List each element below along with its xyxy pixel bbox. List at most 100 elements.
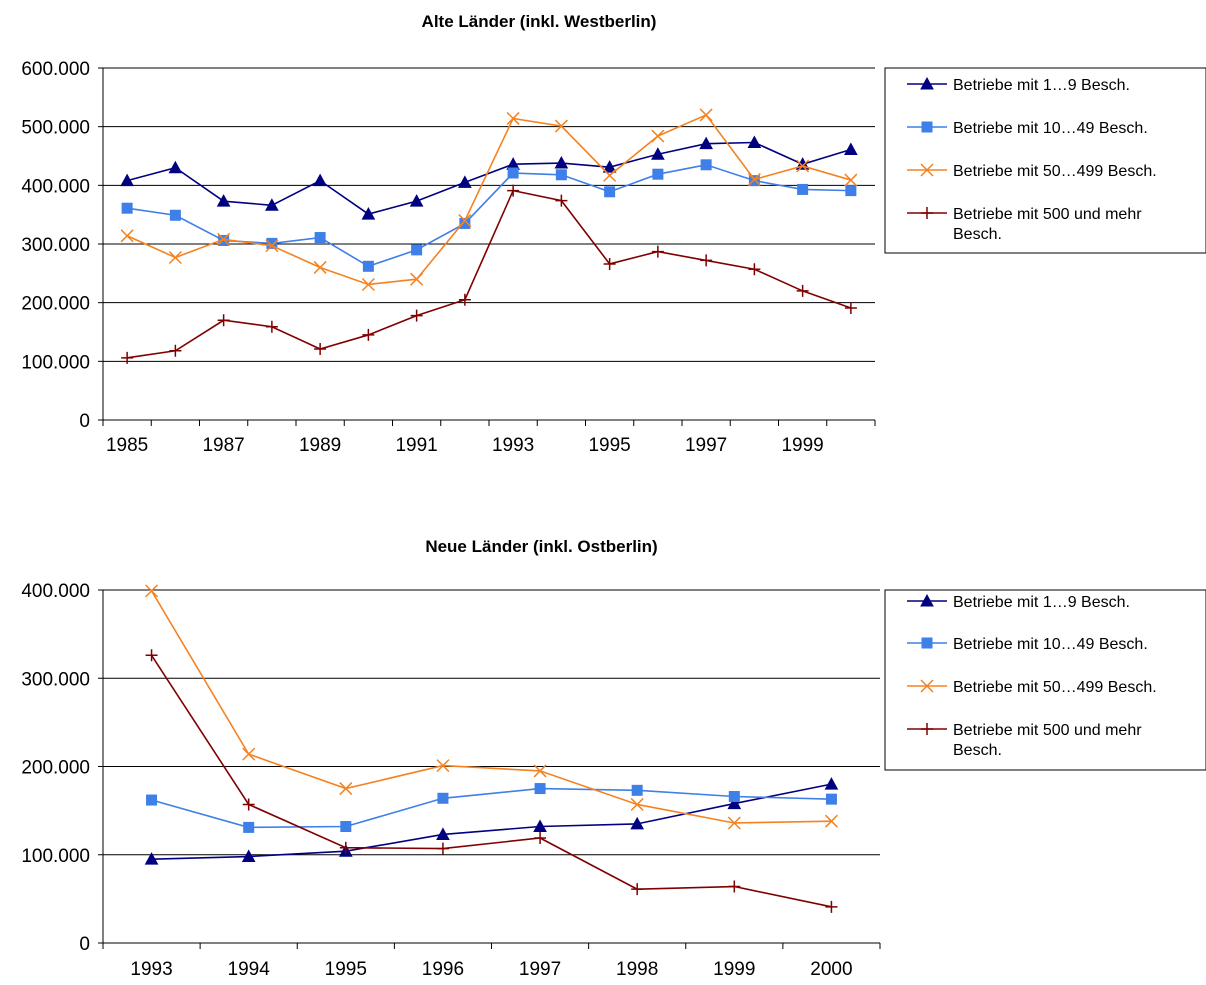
chart-2-data-point [825,900,838,913]
chart-1-data-point [169,209,181,221]
chart-1-data-point [265,239,279,253]
chart-1-data-point [362,260,374,272]
chart-1-data-point [700,254,713,267]
chart-2-series-line [151,783,832,860]
chart-1-series-line [127,163,851,268]
chart-2-y-tick-label: 0 [79,934,90,955]
chart-2-data-point [436,759,450,773]
chart-2-legend-label: Betriebe mit 1…9 Besch. [953,594,1130,611]
chart-1-data-point [652,168,664,180]
chart-2-data-point [630,816,645,830]
chart-1-legend-item: Betriebe mit 500 und mehr Besch. [907,206,1142,243]
chart-2-legend-marker [920,679,934,693]
chart-1-data-point [844,142,858,156]
chart-2-data-point [243,821,255,833]
chart-2-data-point [242,747,256,761]
chart-1-data-point [554,119,568,133]
chart-1-data-point [411,244,423,256]
chart-1-data-point [651,147,665,160]
chart-2-legend-item: Betriebe mit 50…499 Besch. [907,679,1157,696]
chart-2-data-point [728,880,741,893]
chart-2-data-point [728,791,740,803]
chart-1-data-point [410,309,423,322]
chart-2-legend-marker [920,593,934,607]
chart-1-data-point [409,194,424,207]
chart-2-y-tick-label: 200.000 [21,758,90,779]
chart-1-x-tick-label: 1991 [395,435,437,456]
chart-2-data-point [825,793,837,805]
chart-1-data-point [265,320,278,333]
chart-2-legend-marker [921,723,933,735]
chart-1-legend: Betriebe mit 1…9 Besch. Betriebe mit 10…4… [884,67,1206,254]
chart-2-x-tick-label: 1998 [616,959,658,980]
chart-1-data-point [796,284,809,297]
chart-2-data-point [145,584,159,598]
chart-2-x-tick-label: 1995 [325,959,367,980]
chart-1-legend-label: Betriebe mit 50…499 Besch. [953,163,1157,180]
chart-2-data-point [630,797,644,811]
chart-2-data-point [436,827,450,840]
chart-1-series-line [127,189,852,359]
chart-1-data-point [459,217,471,229]
chart-1-data-point [603,168,617,182]
chart-2-data-point [534,783,546,795]
chart-1-legend-marker [920,76,934,90]
chart-2-series-line [151,787,832,829]
chart-1-series-4 [121,184,857,364]
chart-2-data-point [437,792,449,804]
chart-2-data-point [340,821,352,833]
chart-1-x-tick-label: 1985 [106,435,148,456]
chart-1-data-point [217,232,231,246]
chart-2-data-point [534,831,547,844]
chart-1-y-tick-label: 300.000 [21,235,90,256]
chart-1-x-tick-label: 1989 [299,435,341,456]
chart-1-data-point [699,136,713,150]
chart-1-data-point [747,135,762,149]
chart-1-data-point [120,173,134,187]
chart-1-legend-label: Betriebe mit 10…49 Besch. [953,120,1148,137]
chart-2-legend-label: Betriebe mit 10…49 Besch. [953,636,1148,653]
chart-2-data-point [242,798,255,811]
chart-1-data-point [120,229,134,243]
chart-2-x-tick-label: 1993 [130,959,172,980]
chart-2-legend-item: Betriebe mit 1…9 Besch. [907,593,1130,611]
chart-2-legend-label: Betriebe mit 50…499 Besch. [953,679,1157,696]
chart-2-data-point [339,841,352,854]
chart-2-x-tick-label: 1997 [519,959,561,980]
chart-1-data-point [458,214,472,228]
chart-1-legend-item: Betriebe mit 50…499 Besch. [907,163,1157,180]
chart-1-data-point [797,183,809,195]
chart-2-data-point [241,849,256,863]
chart-1-data-point [748,175,760,187]
chart-1-legend-item: Betriebe mit 1…9 Besch. [907,76,1130,94]
chart-2-y-tick-label: 100.000 [21,846,90,867]
chart-1-data-point [699,108,713,122]
chart-1-data-point [314,232,326,244]
chart-1: Alte Länder (inkl. Westberlin) 0 100.000 20… [21,12,1206,456]
chart-1-data-point [602,160,617,173]
chart-2: Neue Länder (inkl. Ostberlin) 0 100.000 200… [21,537,1206,980]
chart-2-series-4 [145,649,838,913]
chart-1-gridlines [103,67,875,362]
chart-1-y-tick-label: 0 [79,411,90,432]
chart-1-data-point [121,351,134,364]
chart-1-series-line [126,141,852,215]
chart-2-x-tick-label: 1996 [422,959,464,980]
chart-2-gridlines [103,589,880,856]
chart-1-data-point [554,155,569,169]
chart-2-data-point [436,842,449,855]
chart-1-data-point [555,169,567,181]
chart-1-x-tick-label: 1999 [781,435,823,456]
chart-2-series-2 [146,783,837,833]
chart-1-y-tick-label: 500.000 [21,118,90,139]
chart-2-data-point [533,764,547,778]
chart-1-data-point [458,293,471,306]
chart-1-data-point [507,167,519,179]
chart-1-data-point [651,129,665,143]
chart-2-data-point [824,814,838,828]
chart-1-y-tick-label: 100.000 [21,352,90,373]
chart-1-data-point [265,198,279,211]
chart-2-series-line [150,654,832,908]
chart-1-data-point [458,175,472,188]
chart-1-series-2 [121,159,857,272]
